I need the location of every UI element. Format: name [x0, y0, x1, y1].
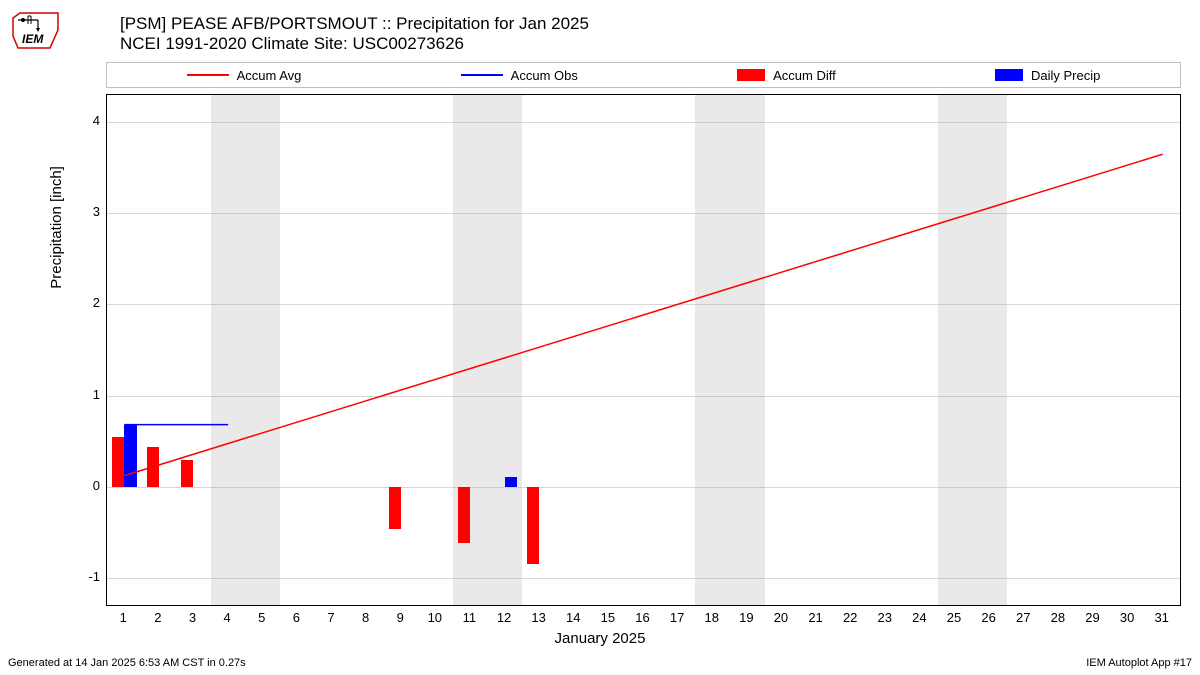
xtick-label: 17	[670, 610, 684, 625]
xtick-label: 13	[531, 610, 545, 625]
xtick-label: 21	[808, 610, 822, 625]
title-line-1: [PSM] PEASE AFB/PORTSMOUT :: Precipitati…	[120, 14, 589, 34]
xtick-label: 11	[463, 610, 477, 625]
xtick-label: 31	[1154, 610, 1168, 625]
ytick-label: 3	[70, 204, 100, 219]
legend-swatch	[995, 69, 1023, 81]
xtick-label: 2	[154, 610, 161, 625]
legend-swatch	[461, 74, 503, 76]
xtick-label: 7	[327, 610, 334, 625]
legend-item: Accum Obs	[461, 68, 578, 83]
xtick-label: 24	[912, 610, 926, 625]
xtick-label: 9	[397, 610, 404, 625]
legend-swatch	[737, 69, 765, 81]
legend-item: Accum Diff	[737, 68, 836, 83]
xtick-label: 23	[878, 610, 892, 625]
xtick-label: 12	[497, 610, 511, 625]
xtick-label: 8	[362, 610, 369, 625]
legend-swatch	[187, 74, 229, 76]
chart-title: [PSM] PEASE AFB/PORTSMOUT :: Precipitati…	[120, 14, 589, 54]
legend: Accum Avg Accum Obs Accum Diff Daily Precip	[106, 62, 1181, 88]
footer-app: IEM Autoplot App #17	[1086, 657, 1192, 669]
xtick-label: 5	[258, 610, 265, 625]
xtick-label: 18	[704, 610, 718, 625]
ytick-label: 4	[70, 113, 100, 128]
xtick-label: 6	[293, 610, 300, 625]
footer-generated: Generated at 14 Jan 2025 6:53 AM CST in …	[8, 657, 246, 669]
xtick-label: 20	[774, 610, 788, 625]
xtick-label: 27	[1016, 610, 1030, 625]
xtick-label: 28	[1051, 610, 1065, 625]
legend-label: Accum Avg	[237, 68, 302, 83]
xtick-label: 3	[189, 610, 196, 625]
legend-item: Daily Precip	[995, 68, 1100, 83]
xtick-label: 10	[428, 610, 442, 625]
iem-logo: IEM	[8, 8, 63, 53]
legend-item: Accum Avg	[187, 68, 302, 83]
xtick-label: 4	[224, 610, 231, 625]
xtick-label: 19	[739, 610, 753, 625]
xtick-label: 25	[947, 610, 961, 625]
xtick-label: 14	[566, 610, 580, 625]
line-overlay	[107, 95, 1180, 605]
ytick-label: 2	[70, 295, 100, 310]
xtick-label: 1	[120, 610, 127, 625]
svg-text:IEM: IEM	[22, 32, 44, 46]
title-line-2: NCEI 1991-2020 Climate Site: USC00273626	[120, 34, 589, 54]
ytick-label: -1	[70, 569, 100, 584]
ytick-label: 0	[70, 478, 100, 493]
legend-label: Daily Precip	[1031, 68, 1100, 83]
x-axis-label: January 2025	[0, 630, 1200, 647]
xtick-label: 29	[1085, 610, 1099, 625]
xtick-label: 16	[635, 610, 649, 625]
xtick-label: 15	[601, 610, 615, 625]
xtick-label: 30	[1120, 610, 1134, 625]
y-axis-label: Precipitation [inch]	[48, 166, 65, 289]
series-line	[124, 154, 1162, 475]
xtick-label: 26	[981, 610, 995, 625]
legend-label: Accum Obs	[511, 68, 578, 83]
ytick-label: 1	[70, 387, 100, 402]
legend-label: Accum Diff	[773, 68, 836, 83]
plot-area	[106, 94, 1181, 606]
xtick-label: 22	[843, 610, 857, 625]
